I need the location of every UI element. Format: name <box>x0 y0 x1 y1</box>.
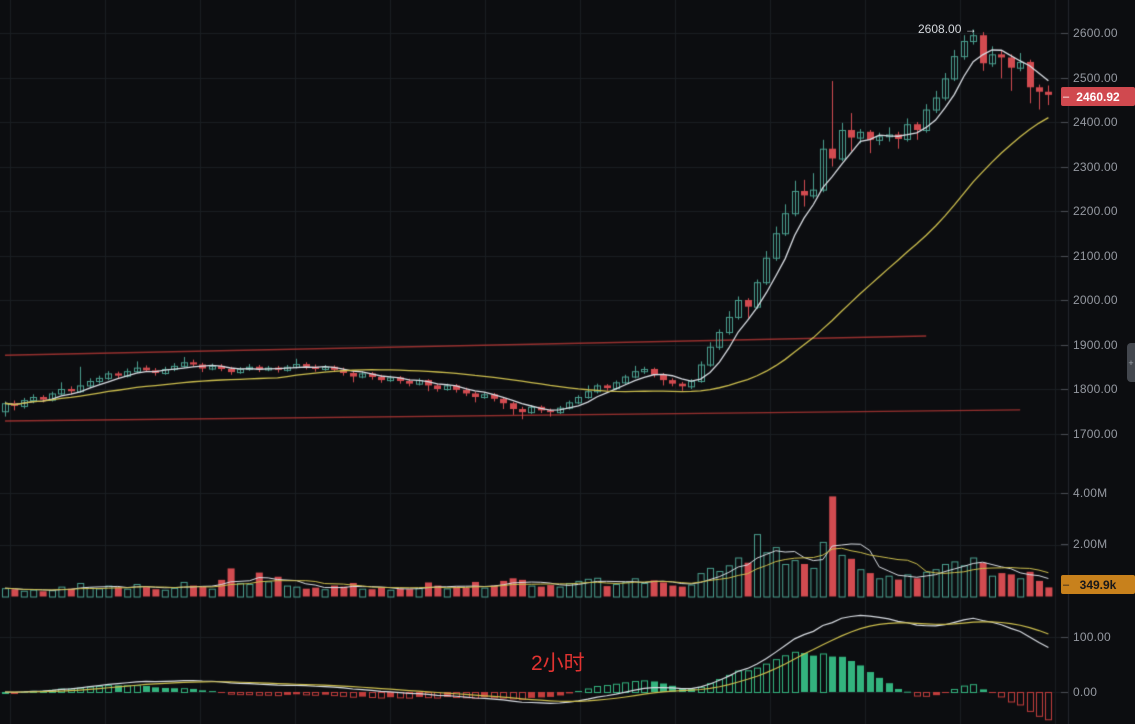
volume-value: 349.9k <box>1079 577 1117 592</box>
price-tick-label: 1700.00 <box>1073 427 1118 441</box>
badge-tick-dash: – <box>1063 578 1070 591</box>
timeframe-label: 2小时 <box>531 652 585 675</box>
price-tick-label: 1900.00 <box>1073 338 1118 352</box>
price-tick-label: 2100.00 <box>1073 249 1118 263</box>
last-price-badge: – 2460.92 <box>1061 87 1135 106</box>
indicator-tick-label: 100.00 <box>1073 630 1111 644</box>
plus-icon: + <box>1128 357 1134 368</box>
indicator-tick-label: 0.00 <box>1073 685 1098 699</box>
price-tick-label: 2300.00 <box>1073 160 1118 174</box>
last-price-value: 2460.92 <box>1076 89 1120 104</box>
price-tick-label: 2200.00 <box>1073 204 1118 218</box>
price-tick-label: 2400.00 <box>1073 115 1118 129</box>
badge-tick-dash: – <box>1063 90 1070 103</box>
price-tick-label: 2500.00 <box>1073 71 1118 85</box>
price-tick-label: 1800.00 <box>1073 382 1118 396</box>
price-tick-label: 2600.00 <box>1073 26 1118 40</box>
price-tick-label: 2000.00 <box>1073 293 1118 307</box>
peak-price-annotation: 2608.00 → <box>918 22 977 36</box>
volume-tick-label: 4.00M <box>1073 486 1108 500</box>
volume-badge: – 349.9k <box>1061 575 1135 594</box>
panel-expand-handle[interactable]: + <box>1127 343 1135 382</box>
volume-tick-label: 2.00M <box>1073 537 1108 551</box>
